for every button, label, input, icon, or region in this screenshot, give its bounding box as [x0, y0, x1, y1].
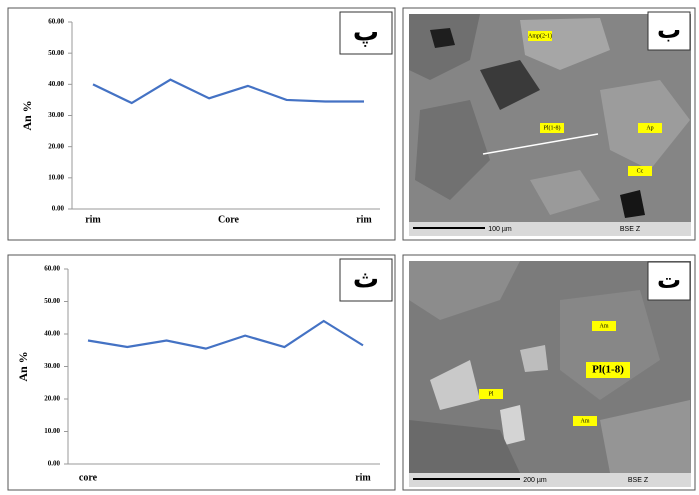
scale-label: 200 µm: [523, 477, 547, 484]
y-tick-label: 20.00: [44, 395, 60, 403]
y-tick-label: 30.00: [48, 111, 64, 119]
annotation: Cc: [637, 168, 644, 174]
annotation: Pl(1-8): [592, 364, 624, 376]
panel-label: پ: [353, 18, 379, 48]
y-tick-label: 0.00: [48, 460, 61, 468]
annotation: Pl(1-8): [544, 124, 561, 131]
figure: 0.00 10.00 20.00 30.00 40.00 50.00 60.00 rim Cor…: [0, 0, 699, 495]
y-tick-label: 10.00: [48, 173, 64, 181]
annotation: Am: [600, 323, 609, 329]
x-tick-label: rim: [85, 214, 101, 225]
x-tick-label: rim: [356, 214, 372, 225]
annotation: Ap: [646, 125, 653, 131]
chart-frame: [8, 8, 395, 240]
y-tick-label: 40.00: [48, 80, 64, 88]
y-axis-label: An %: [16, 351, 30, 381]
y-tick-label: 50.00: [48, 49, 64, 57]
panel-label: ب: [657, 16, 681, 44]
y-tick-label: 60.00: [44, 265, 60, 273]
x-tick-label: rim: [355, 472, 371, 483]
y-tick-label: 0.00: [52, 205, 65, 213]
y-tick-label: 60.00: [48, 18, 64, 26]
panel-label: ث: [353, 265, 379, 295]
y-tick-label: 40.00: [44, 330, 60, 338]
x-tick-label: Core: [218, 214, 239, 225]
panel-label: ت: [657, 266, 681, 294]
chart-frame: [8, 255, 395, 490]
x-tick-label: core: [79, 472, 98, 483]
y-tick-label: 50.00: [44, 297, 60, 305]
annotation: Pl: [488, 391, 493, 397]
y-axis-label: An %: [20, 100, 34, 130]
detector-label: BSE Z: [620, 226, 641, 233]
annotation: Amp(2-1): [528, 32, 552, 39]
detector-label: BSE Z: [628, 477, 649, 484]
annotation: Am: [581, 418, 590, 424]
y-tick-label: 20.00: [48, 142, 64, 150]
scale-label: 100 µm: [488, 226, 512, 233]
y-tick-label: 30.00: [44, 362, 60, 370]
y-tick-label: 10.00: [44, 427, 60, 435]
